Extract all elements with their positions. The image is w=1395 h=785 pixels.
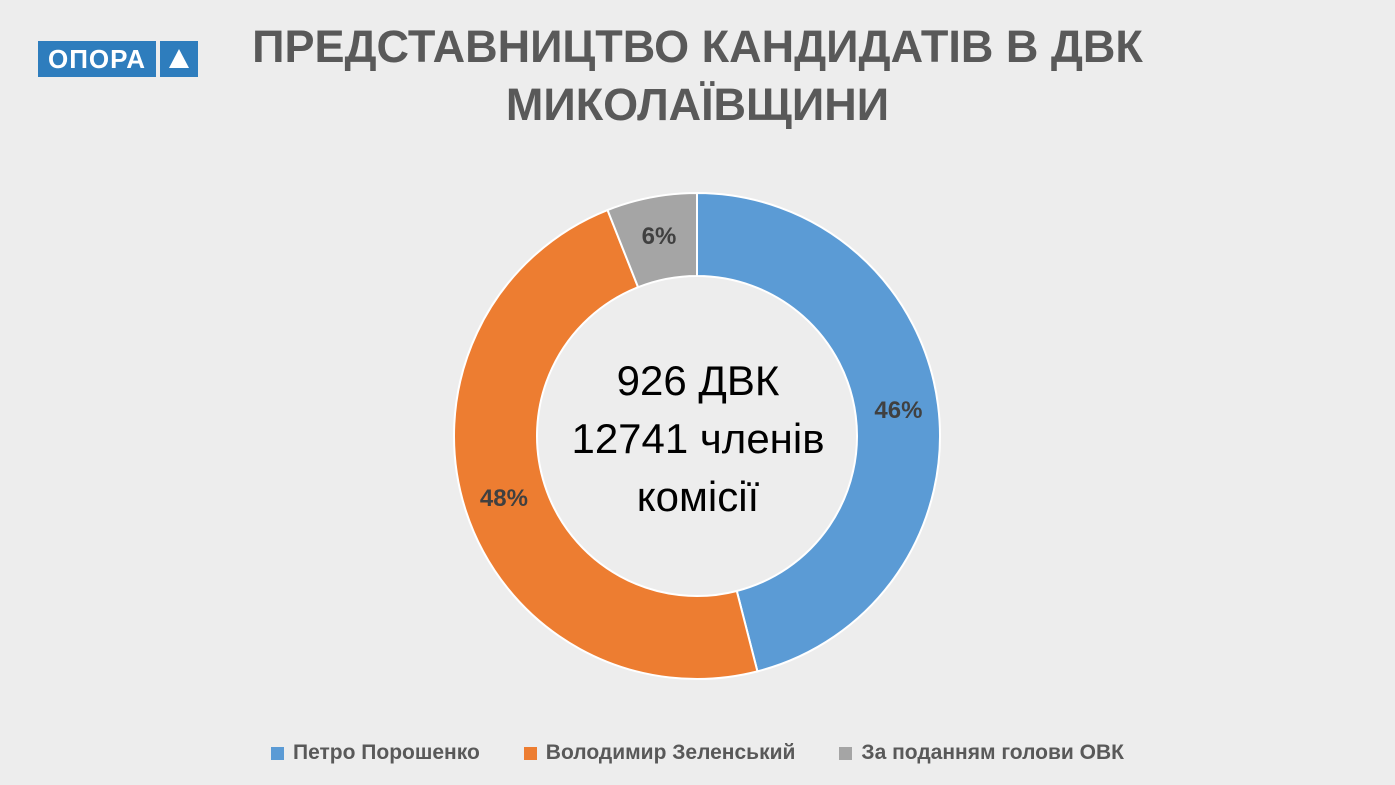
chart-title-line-1: ПРЕДСТАВНИЦТВО КАНДИДАТІВ В ДВК	[252, 21, 1143, 72]
chart-legend: Петро Порошенко Володимир Зеленський За …	[0, 738, 1395, 768]
slice-poroshenko	[696, 191, 941, 673]
legend-swatch-ovk-head	[839, 746, 853, 760]
opora-logo: ОПОРА	[38, 41, 198, 77]
data-label-ovk-head: 6%	[642, 223, 677, 250]
chart-title: ПРЕДСТАВНИЦТВО КАНДИДАТІВ В ДВК МИКОЛАЇВ…	[200, 18, 1195, 134]
center-text-line-1: 926 ДВК	[616, 357, 780, 404]
legend-label-ovk-head: За поданням голови ОВК	[861, 741, 1124, 764]
legend-swatch-zelensky	[523, 746, 537, 760]
legend-item-ovk-head: За поданням голови ОВК	[839, 738, 1124, 768]
center-text-line-3: комісії	[636, 473, 760, 520]
legend-item-poroshenko: Петро Порошенко	[271, 738, 480, 768]
slice-ovk-head	[606, 191, 698, 289]
data-label-zelensky: 48%	[480, 485, 528, 512]
legend-label-poroshenko: Петро Порошенко	[293, 741, 480, 764]
logo-text: ОПОРА	[38, 41, 156, 77]
legend-swatch-poroshenko	[271, 746, 285, 760]
slice-zelensky	[453, 208, 759, 680]
chart-title-line-2: МИКОЛАЇВЩИНИ	[505, 79, 890, 130]
data-label-poroshenko: 46%	[874, 397, 922, 424]
logo-triangle-icon	[159, 41, 198, 77]
center-text-line-2: 12741 членів	[571, 415, 825, 462]
legend-item-zelensky: Володимир Зеленський	[523, 738, 796, 768]
legend-label-zelensky: Володимир Зеленський	[545, 741, 796, 764]
center-summary: 926 ДВК 12741 членів комісії	[548, 352, 848, 526]
